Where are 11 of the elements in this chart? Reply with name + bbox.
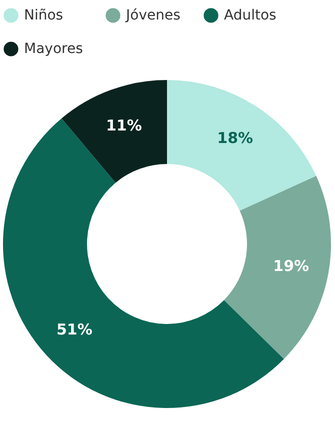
legend-label: Niños	[24, 7, 64, 24]
data-label: 19%	[273, 256, 310, 275]
legend-label: Adultos	[224, 7, 276, 24]
donut-slice	[62, 80, 167, 183]
donut-slice	[167, 80, 316, 211]
data-label: 51%	[56, 320, 92, 338]
donut-slice	[224, 176, 331, 360]
data-label: 18%	[217, 129, 254, 147]
legend-label: Jóvenes	[125, 7, 180, 24]
data-label: 11%	[106, 116, 142, 135]
legend-label: Mayores	[24, 41, 83, 57]
